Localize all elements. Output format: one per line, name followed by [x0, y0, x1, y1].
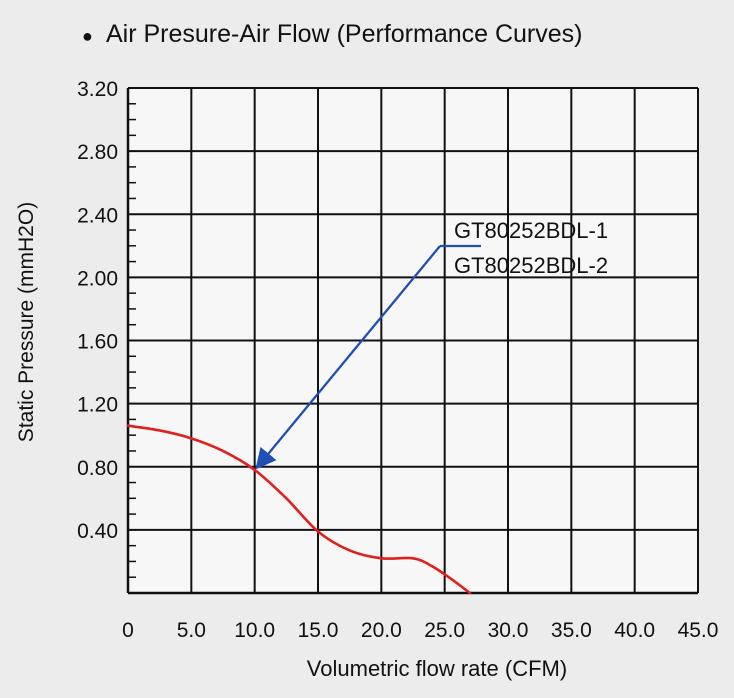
- x-tick-label: 30.0: [488, 619, 529, 642]
- annotation-label-2: GT80252BDL-2: [454, 253, 608, 278]
- x-tick-label: 45.0: [678, 619, 719, 642]
- y-tick-labels: 0.40 0.80 1.20 1.60 2.00 2.40 2.80 3.20: [77, 78, 118, 543]
- y-tick-label: 2.00: [77, 267, 118, 290]
- chart-title-group: ● Air Presure-Air Flow (Performance Curv…: [82, 20, 583, 48]
- x-axis-label: Volumetric flow rate (CFM): [307, 656, 567, 681]
- y-tick-label: 3.20: [77, 78, 118, 101]
- annotation-label-1: GT80252BDL-1: [454, 218, 608, 243]
- y-tick-label: 1.60: [77, 331, 118, 354]
- x-tick-label: 35.0: [551, 619, 592, 642]
- title-bullet: ●: [82, 26, 93, 46]
- series-layer: [126, 424, 472, 595]
- y-tick-label: 1.20: [77, 394, 118, 417]
- x-tick-label: 0: [122, 619, 134, 642]
- x-tick-labels: 0 5.0 10.0 15.0 20.0 25.0 30.0 35.0 40.0 45.0: [122, 619, 718, 642]
- x-tick-label: 40.0: [614, 619, 655, 642]
- axes: [126, 88, 698, 595]
- y-tick-label: 0.40: [77, 520, 118, 543]
- x-tick-label: 10.0: [234, 619, 275, 642]
- y-tick-label: 2.40: [77, 204, 118, 227]
- x-tick-label: 25.0: [424, 619, 465, 642]
- x-tick-label: 15.0: [298, 619, 339, 642]
- x-tick-label: 20.0: [361, 619, 402, 642]
- grid-lines: [127, 87, 699, 593]
- y-tick-label: 2.80: [77, 141, 118, 164]
- annotation-arrow: [255, 245, 441, 470]
- y-axis-label: Static Pressure (mmH2O): [15, 202, 38, 442]
- chart-title: Air Presure-Air Flow (Performance Curves…: [106, 20, 583, 48]
- annotation-layer: GT80252BDL-1 GT80252BDL-2: [255, 218, 608, 470]
- y-tick-label: 0.80: [77, 457, 118, 480]
- series-line: [126, 424, 472, 595]
- x-tick-label: 5.0: [177, 619, 206, 642]
